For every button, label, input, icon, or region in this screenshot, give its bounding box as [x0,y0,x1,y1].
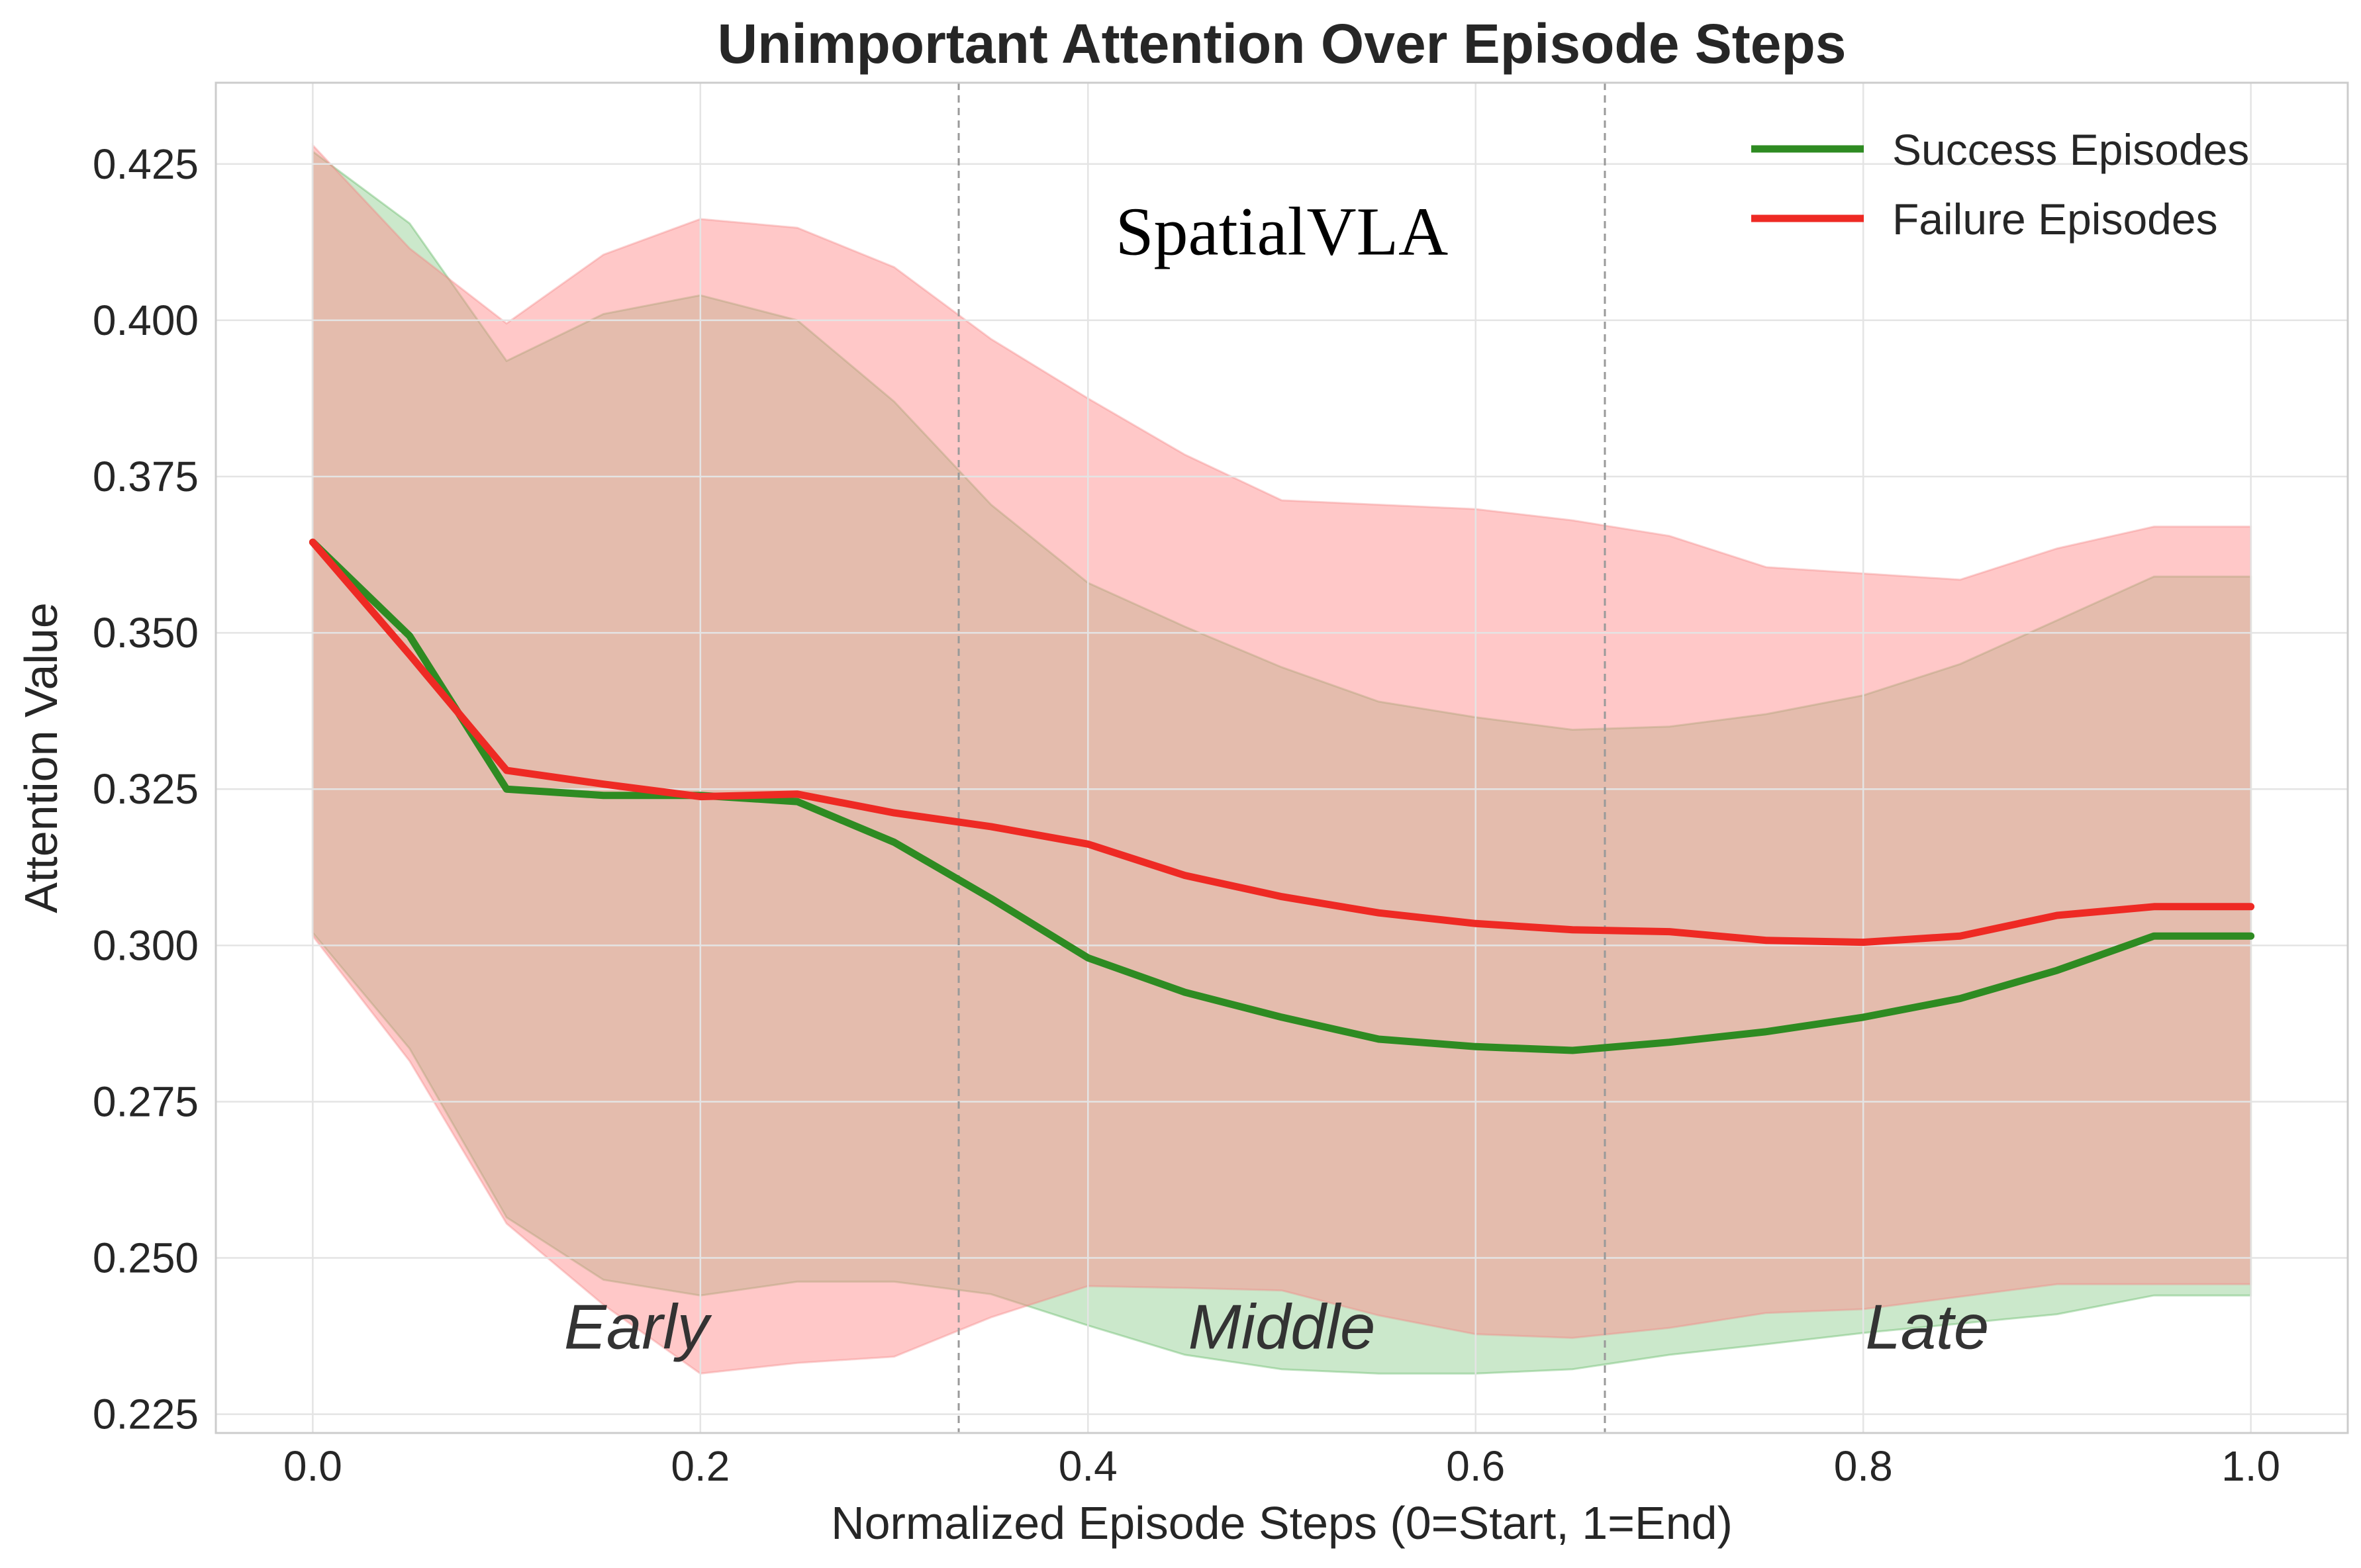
x-axis-label: Normalized Episode Steps (0=Start, 1=End… [831,1497,1733,1549]
confidence-bands [311,142,2252,1375]
x-tick-label-3: 0.6 [1446,1442,1505,1490]
y-tick-label-1: 0.250 [93,1234,199,1282]
x-tick-label-5: 1.0 [2221,1442,2280,1490]
y-tick-label-4: 0.325 [93,765,199,813]
legend: Success Episodes Failure Episodes [1751,125,2249,244]
y-tick-label-8: 0.425 [93,140,199,188]
y-tick-label-3: 0.300 [93,921,199,969]
series-line-success [309,538,2255,1054]
plot-frame [215,81,2349,1434]
x-axis-ticks: 0.0 0.2 0.4 0.6 0.8 1.0 [283,1442,2280,1490]
phase-label-early: Early [564,1292,712,1363]
phase-label-middle: Middle [1188,1292,1376,1363]
model-name-annotation: SpatialVLA [1116,194,1449,270]
y-tick-label-5: 0.350 [93,609,199,657]
legend-label-success: Success Episodes [1892,125,2249,174]
phase-dividers [957,83,1606,1433]
y-axis-ticks: 0.225 0.250 0.275 0.300 0.325 0.350 0.375 0.400… [93,140,199,1438]
y-tick-label-0: 0.225 [93,1391,199,1438]
legend-label-failure: Failure Episodes [1892,195,2218,244]
series-line-failure [309,538,2255,946]
chart-title: Unimportant Attention Over Episode Steps [717,13,1846,75]
y-tick-label-7: 0.400 [93,297,199,344]
series-lines [309,538,2255,1054]
phase-label-late: Late [1865,1292,1989,1363]
y-axis-label: Attention Value [15,602,67,913]
grid-lines [216,83,2348,1433]
y-tick-label-2: 0.275 [93,1078,199,1125]
x-tick-label-2: 0.4 [1059,1442,1118,1490]
y-tick-label-6: 0.375 [93,453,199,500]
x-tick-label-0: 0.0 [283,1442,342,1490]
phase-labels: Early Middle Late [564,1292,1989,1363]
x-tick-label-1: 0.2 [671,1442,730,1490]
x-tick-label-4: 0.8 [1834,1442,1893,1490]
